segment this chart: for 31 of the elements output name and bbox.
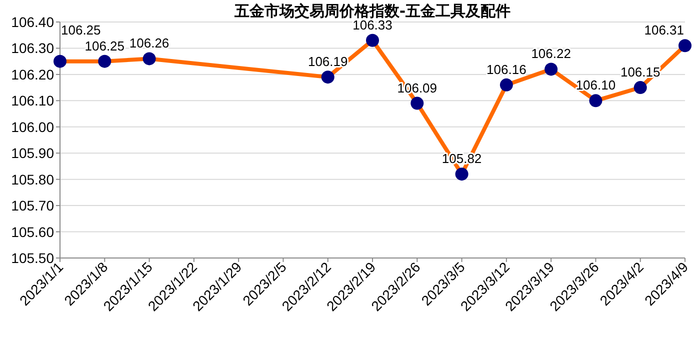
- y-tick-label: 106.40: [11, 14, 54, 30]
- chart-title: 五金市场交易周价格指数-五金工具及配件: [233, 2, 511, 20]
- data-label: 106.16: [486, 62, 526, 77]
- point: [321, 70, 334, 84]
- y-tick-label: 105.60: [11, 224, 54, 240]
- point: [678, 39, 692, 52]
- y-tick-label: 106.30: [11, 40, 54, 56]
- data-label: 106.22: [531, 46, 571, 62]
- data-label: 106.33: [352, 17, 392, 32]
- y-tick-label: 106.00: [11, 118, 54, 135]
- point: [589, 94, 602, 108]
- point: [500, 78, 513, 92]
- point: [98, 54, 112, 68]
- data-label: 106.10: [576, 78, 616, 93]
- data-label: 106.31: [644, 22, 684, 38]
- y-tick-label: 105.50: [11, 250, 54, 266]
- point: [410, 96, 424, 110]
- data-label: 106.25: [61, 22, 101, 38]
- y-tick-label: 105.70: [11, 198, 54, 214]
- y-tick-label: 106.10: [11, 92, 54, 109]
- point: [142, 52, 156, 66]
- y-tick-label: 106.20: [11, 66, 54, 82]
- point: [634, 81, 647, 94]
- y-tick-label: 105.80: [11, 171, 54, 188]
- data-label: 106.25: [84, 38, 125, 54]
- point: [455, 168, 468, 181]
- point: [366, 34, 379, 47]
- y-tick-label: 105.90: [11, 145, 54, 162]
- point: [544, 62, 558, 76]
- point: [54, 54, 66, 68]
- data-label: 106.26: [129, 36, 170, 51]
